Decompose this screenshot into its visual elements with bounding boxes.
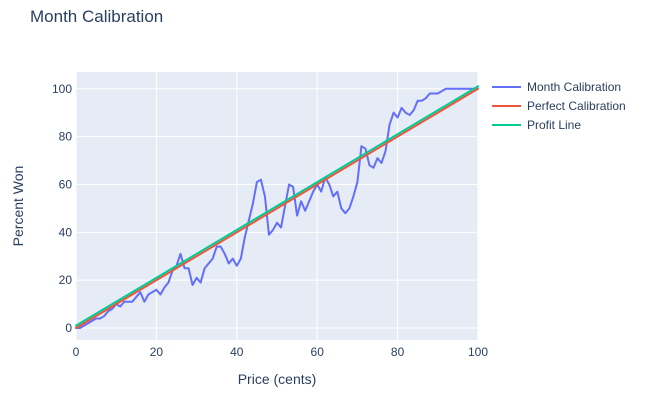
legend-label-profit-line: Profit Line [527, 118, 581, 132]
x-tick-label: 100 [468, 345, 488, 359]
y-tick-label: 40 [59, 225, 73, 239]
x-axis-ticks: 0 20 40 60 80 100 [73, 345, 489, 359]
series-line-profit-line [75, 85, 479, 327]
x-tick-label: 60 [311, 345, 325, 359]
chart-title: Month Calibration [30, 7, 163, 26]
series-line-perfect-calibration [75, 87, 479, 330]
legend-label-month-calibration: Month Calibration [527, 80, 621, 94]
grid-lines [75, 72, 479, 340]
y-tick-label: 20 [59, 273, 73, 287]
y-tick-label: 60 [59, 177, 73, 191]
y-axis-ticks: 0 20 40 60 80 100 [52, 82, 72, 335]
x-tick-label: 0 [73, 345, 80, 359]
y-tick-label: 100 [52, 82, 72, 96]
legend: Month Calibration Perfect Calibration Prof… [492, 80, 626, 132]
y-tick-label: 80 [59, 130, 73, 144]
x-tick-label: 40 [230, 345, 244, 359]
legend-label-perfect-calibration: Perfect Calibration [527, 99, 626, 113]
x-tick-label: 80 [391, 345, 405, 359]
y-tick-label: 0 [65, 321, 72, 335]
series-lines [75, 85, 479, 330]
x-tick-label: 20 [150, 345, 164, 359]
x-axis-label: Price (cents) [238, 371, 317, 387]
series-line-month-calibration [75, 85, 479, 330]
y-axis-label: Percent Won [10, 166, 26, 247]
